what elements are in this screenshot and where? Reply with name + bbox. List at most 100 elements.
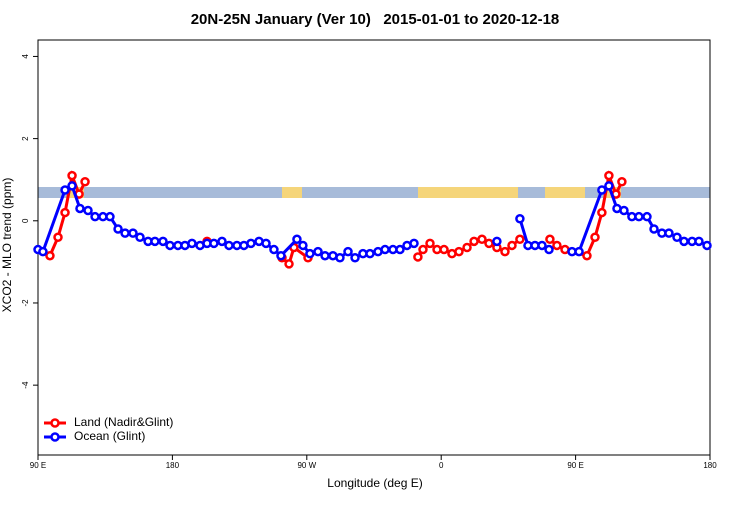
data-point: [284, 259, 294, 269]
data-point: [413, 252, 423, 262]
data-point: [544, 244, 554, 255]
data-point: [395, 244, 405, 255]
data-point: [292, 234, 302, 245]
legend-marker: [50, 418, 60, 428]
data-point: [484, 238, 494, 249]
data-point: [83, 205, 93, 216]
map-land: [282, 187, 302, 198]
data-point: [679, 236, 689, 247]
data-point: [320, 250, 330, 261]
data-point: [53, 232, 63, 242]
data-point: [90, 211, 100, 222]
data-point: [305, 248, 315, 259]
x-tick-label: 90 E: [567, 461, 583, 470]
data-point: [634, 211, 644, 222]
data-point: [477, 234, 487, 245]
x-axis-label: Longitude (deg E): [327, 476, 422, 490]
y-tick-label: -2: [21, 299, 30, 307]
data-point: [261, 238, 271, 249]
legend: Land (Nadir&Glint)Ocean (Glint): [44, 415, 173, 443]
x-tick-label: 90 E: [30, 461, 46, 470]
data-point: [335, 253, 345, 263]
data-point: [537, 240, 547, 251]
data-point: [515, 234, 525, 245]
series-line: [48, 170, 624, 267]
data-point: [276, 250, 286, 261]
data-point: [500, 246, 510, 257]
data-point: [492, 236, 502, 247]
data-point: [409, 238, 419, 249]
data-point: [552, 240, 562, 251]
data-point: [649, 224, 659, 234]
legend-label: Ocean (Glint): [74, 429, 145, 443]
data-point: [365, 248, 375, 259]
x-tick-label: 180: [166, 461, 180, 470]
data-point: [60, 185, 70, 195]
data-point: [590, 232, 600, 242]
data-point: [380, 244, 390, 255]
data-point: [642, 211, 652, 222]
data-point: [135, 232, 145, 242]
map-land: [545, 187, 585, 198]
y-axis-label: XCO2 - MLO trend (ppm): [0, 178, 14, 313]
legend-label: Land (Nadir&Glint): [74, 415, 173, 429]
data-point: [507, 240, 517, 251]
data-point: [67, 181, 77, 191]
data-point: [45, 250, 55, 261]
data-point: [694, 236, 704, 247]
data-point: [165, 240, 175, 251]
y-tick-label: 2: [21, 136, 30, 141]
data-point: [469, 236, 479, 247]
data-point: [604, 170, 614, 181]
data-point: [187, 238, 197, 249]
data-point: [454, 246, 464, 257]
data-point: [67, 170, 77, 181]
data-point: [604, 181, 614, 191]
data-point: [246, 238, 256, 249]
data-point: [672, 232, 682, 242]
data-point: [515, 213, 525, 224]
data-point: [664, 228, 674, 238]
y-tick-label: -4: [21, 381, 30, 389]
data-point: [150, 236, 160, 247]
data-point: [582, 250, 592, 261]
chart-title: 20N-25N January (Ver 10) 2015-01-01 to 2…: [191, 11, 560, 28]
data-point: [617, 177, 627, 187]
data-point: [158, 236, 168, 247]
data-point: [209, 238, 219, 249]
data-point: [269, 244, 279, 255]
map-land: [418, 187, 518, 198]
data-point: [597, 207, 607, 218]
data-point: [313, 246, 323, 257]
data-point: [574, 246, 584, 257]
data-point: [113, 224, 123, 234]
data-point: [425, 238, 435, 249]
data-point: [350, 253, 360, 263]
data-point: [75, 203, 85, 214]
data-point: [418, 244, 428, 255]
data-point: [38, 246, 48, 257]
x-tick-label: 0: [439, 461, 444, 470]
data-point: [120, 228, 130, 238]
data-point: [597, 185, 607, 195]
y-tick-label: 4: [21, 54, 30, 59]
data-point: [462, 242, 472, 253]
data-point: [298, 240, 308, 251]
map-ocean: [38, 187, 710, 198]
x-tick-label: 180: [703, 461, 717, 470]
data-point: [224, 240, 234, 251]
data-point: [702, 240, 712, 251]
legend-marker: [50, 432, 60, 442]
data-point: [439, 244, 449, 255]
data-point: [545, 234, 555, 245]
data-point: [80, 177, 90, 187]
x-tick-label: 90 W: [297, 461, 316, 470]
data-point: [105, 211, 115, 222]
data-point: [60, 207, 70, 218]
data-point: [343, 246, 353, 257]
data-point: [217, 236, 227, 247]
y-tick-label: 0: [21, 218, 30, 223]
data-point: [128, 228, 138, 238]
data-point: [619, 205, 629, 216]
